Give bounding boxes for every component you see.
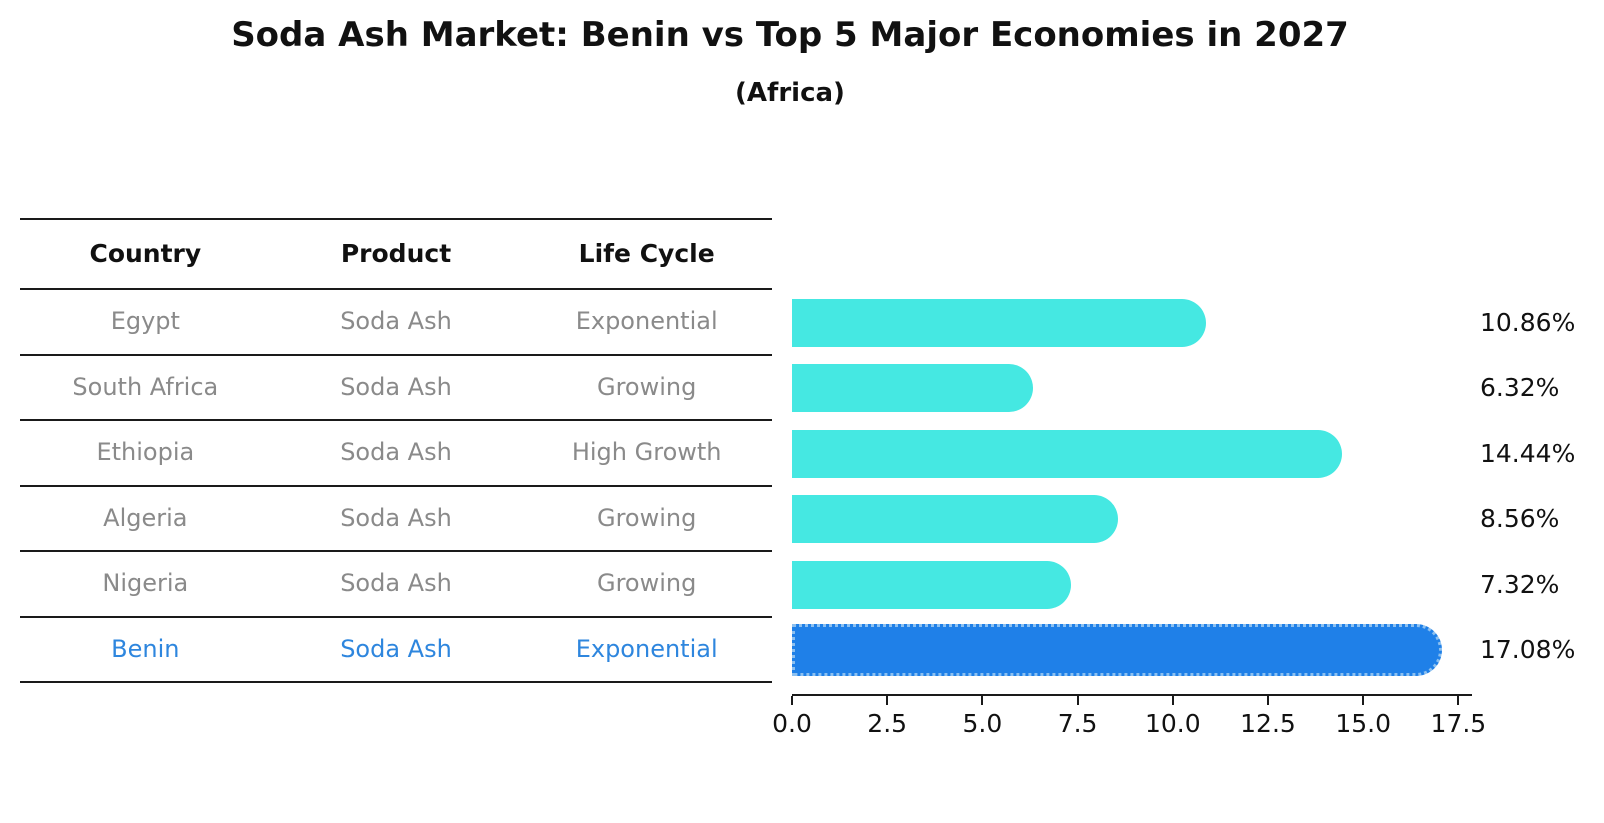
- bar-value-label: 8.56%: [1480, 504, 1560, 533]
- bar-ethiopia: [792, 429, 1342, 478]
- table-cell: Exponential: [575, 307, 718, 335]
- table-cell: High Growth: [571, 438, 722, 466]
- bar-south-africa: [792, 364, 1033, 412]
- bar-value-label: 7.32%: [1480, 569, 1560, 599]
- x-axis-tick-label: 10.0: [1144, 709, 1201, 738]
- x-axis-tick: [886, 696, 889, 705]
- x-axis-tick: [981, 696, 984, 705]
- x-axis-tick: [1457, 696, 1460, 705]
- bar-value-label: 6.32%: [1480, 373, 1560, 402]
- bar-value-label: 17.08%: [1480, 635, 1576, 664]
- bar-value-label: 10.86%: [1480, 307, 1576, 337]
- table-row-nigeria: Nigeria Soda Ash Growing: [20, 552, 772, 618]
- table-cell: Ethiopia: [96, 438, 195, 466]
- x-axis-tick-label: 7.5: [1057, 709, 1098, 738]
- x-axis-tick-label: 0.0: [772, 709, 812, 738]
- table-cell: Growing: [596, 372, 697, 401]
- bar-value-label: 14.44%: [1480, 438, 1576, 468]
- bar-egypt: [792, 298, 1206, 347]
- column-header-country: Country: [89, 239, 202, 268]
- chart-subtitle: (Africa): [735, 78, 845, 108]
- x-axis-tick: [791, 696, 793, 705]
- table-row-south-africa: South Africa Soda Ash Growing: [20, 356, 772, 421]
- bar-algeria: [792, 495, 1118, 543]
- x-axis-tick-label: 5.0: [962, 709, 1003, 738]
- table-row-benin: Benin Soda Ash Exponential: [20, 618, 772, 683]
- table-cell: South Africa: [72, 372, 219, 401]
- column-header-product: Product: [340, 239, 452, 268]
- x-axis-line: [792, 694, 1472, 696]
- table-cell: Soda Ash: [340, 503, 452, 532]
- x-axis-tick: [1076, 696, 1079, 705]
- table-row-ethiopia: Ethiopia Soda Ash High Growth: [20, 421, 772, 487]
- x-axis-tick-label: 15.0: [1335, 709, 1392, 738]
- chart-title: Soda Ash Market: Benin vs Top 5 Major Ec…: [231, 15, 1349, 55]
- table-cell: Soda Ash: [340, 569, 452, 597]
- x-axis-tick-label: 12.5: [1240, 709, 1296, 738]
- table-row-egypt: Egypt Soda Ash Exponential: [20, 290, 772, 356]
- table-cell: Growing: [596, 569, 697, 597]
- table-cell: Algeria: [103, 503, 188, 532]
- table-cell: Nigeria: [102, 569, 189, 597]
- table-cell: Benin: [111, 634, 180, 663]
- x-axis-tick: [1362, 696, 1365, 705]
- table-header-row: Country Product Life Cycle: [20, 218, 772, 290]
- table-cell: Growing: [596, 503, 697, 532]
- table-cell: Soda Ash: [340, 634, 452, 663]
- table-cell: Exponential: [575, 634, 718, 663]
- table-cell: Soda Ash: [340, 372, 452, 401]
- table-body: Egypt Soda Ash Exponential South Africa Soda…: [20, 290, 772, 683]
- x-axis-tick: [1267, 696, 1269, 705]
- x-axis-tick: [1171, 696, 1174, 705]
- table-cell: Egypt: [110, 307, 180, 335]
- table-row-algeria: Algeria Soda Ash Growing: [20, 487, 772, 552]
- table-cell: Soda Ash: [340, 307, 452, 335]
- column-header-life-cycle: Life Cycle: [578, 239, 715, 268]
- table-cell: Soda Ash: [340, 438, 452, 466]
- x-axis-tick-label: 2.5: [867, 709, 908, 738]
- bar-nigeria: [792, 560, 1071, 609]
- x-axis-tick-label: 17.5: [1430, 709, 1487, 738]
- bar-benin: [792, 624, 1443, 676]
